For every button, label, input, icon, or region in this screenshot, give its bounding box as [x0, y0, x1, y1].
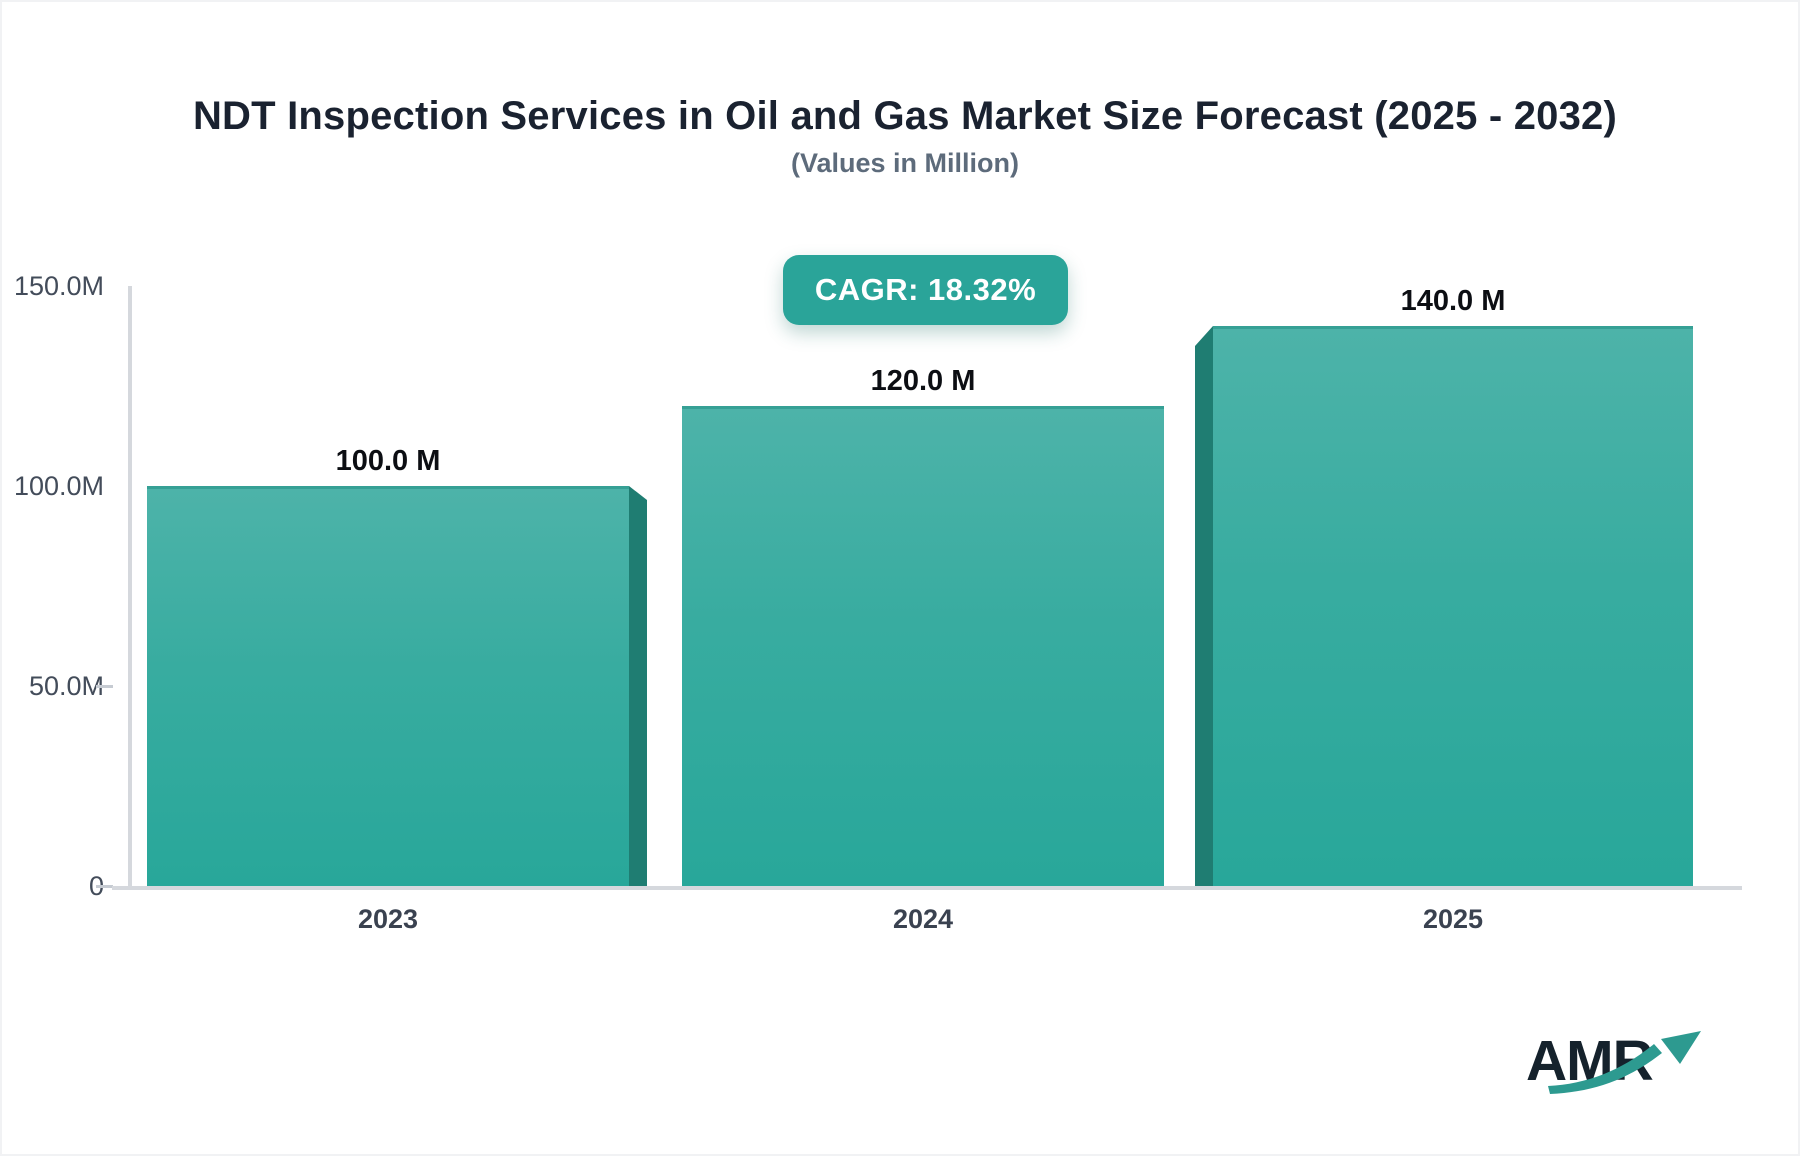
- y-axis-tick-label: 150.0M: [13, 271, 104, 301]
- y-axis-tick-dash: [96, 684, 113, 688]
- y-axis-tick-label: 100.0M: [13, 471, 104, 501]
- bar-value-label: 100.0 M: [335, 445, 441, 477]
- y-axis-line: [128, 286, 132, 886]
- cagr-badge: CAGR: 18.32%: [783, 255, 1068, 325]
- bar-2025: [1213, 326, 1693, 886]
- x-axis-label: 2023: [357, 904, 419, 934]
- y-axis-tick-label: 50.0M: [28, 671, 104, 701]
- bar-value-label: 120.0 M: [870, 365, 976, 397]
- cagr-badge-label: CAGR: 18.32%: [814, 272, 1037, 307]
- bar-side-face: [629, 486, 647, 886]
- chart-title: NDT Inspection Services in Oil and Gas M…: [192, 94, 1618, 138]
- x-axis-label: 2024: [892, 904, 954, 934]
- bar-side-face: [1195, 326, 1213, 886]
- chart-subtitle: (Values in Million): [790, 148, 1020, 178]
- bar-value-label: 140.0 M: [1400, 285, 1506, 317]
- y-axis-tick-label: 0: [0, 870, 104, 902]
- bar-2023: [147, 486, 629, 886]
- amr-logo: AMR: [1520, 1026, 1715, 1116]
- growth-arrow-icon: [1548, 1031, 1701, 1094]
- x-axis-line: [112, 886, 1742, 890]
- y-axis-tick-dash: [96, 884, 113, 888]
- x-axis-label: 2025: [1422, 904, 1484, 934]
- bar-2024: [682, 406, 1164, 886]
